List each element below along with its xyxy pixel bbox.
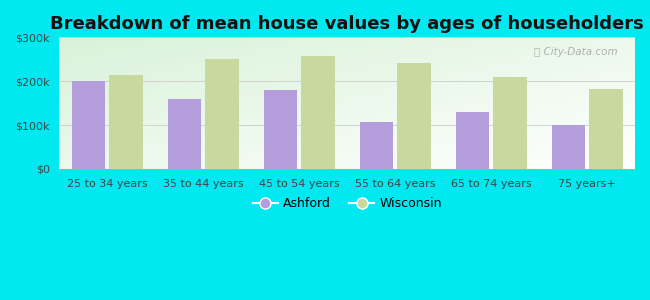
Bar xyxy=(589,88,623,169)
Bar xyxy=(552,125,585,169)
Title: Breakdown of mean house values by ages of householders: Breakdown of mean house values by ages o… xyxy=(50,15,644,33)
Bar xyxy=(109,75,143,169)
Bar xyxy=(205,59,239,169)
Bar xyxy=(456,112,489,169)
Bar xyxy=(359,122,393,169)
Bar xyxy=(493,77,526,169)
Bar xyxy=(264,90,297,169)
Bar xyxy=(397,63,431,169)
Legend: Ashford, Wisconsin: Ashford, Wisconsin xyxy=(248,192,447,215)
Bar xyxy=(72,81,105,169)
Bar xyxy=(168,99,202,169)
Text: ⓘ City-Data.com: ⓘ City-Data.com xyxy=(534,46,618,56)
Bar xyxy=(301,56,335,169)
